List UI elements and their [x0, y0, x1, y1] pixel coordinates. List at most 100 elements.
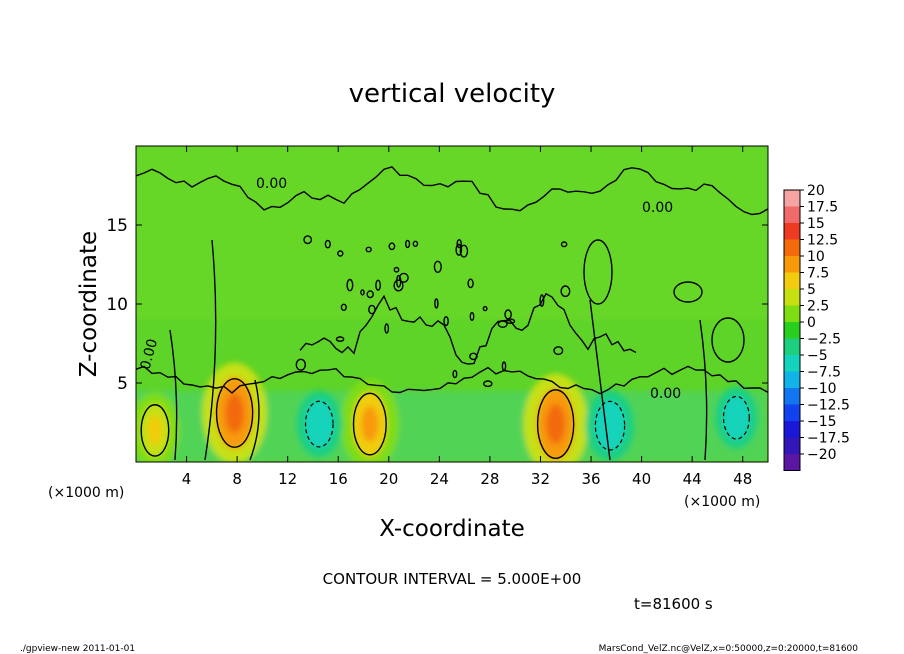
x-tick-label: 24	[430, 470, 449, 488]
footer-left: ./gpview-new 2011-01-01	[20, 644, 135, 654]
colorbar-swatch	[784, 404, 800, 421]
colorbar-label: 0	[807, 315, 816, 331]
zero-contour-blob	[560, 241, 568, 248]
colorbar-frame	[783, 189, 801, 471]
zero-contour-blob	[398, 272, 409, 283]
y-tick-label: 5	[117, 374, 128, 394]
colorbar-swatch	[784, 322, 800, 339]
colorbar-label: 15	[807, 216, 825, 232]
colorbar-swatch	[784, 305, 800, 322]
zero-contour-blob	[366, 290, 374, 299]
zero-contour-blob	[393, 279, 404, 292]
zero-contour-blob	[335, 336, 345, 342]
contour-interval: CONTOUR INTERVAL = 5.000E+00	[323, 570, 582, 588]
colorbar-swatch	[784, 289, 800, 306]
colorbar-swatch	[784, 454, 800, 471]
zero-contour-blob	[368, 304, 376, 315]
updraft-contour	[140, 404, 170, 457]
colorbar-label: 10	[807, 249, 825, 265]
zero-contour-blob	[346, 278, 354, 292]
footer-right: MarsCond_VelZ.nc@VelZ,x=0:50000,z=0:2000…	[599, 644, 859, 654]
zero-contour-blob	[324, 239, 331, 249]
zero-contour-blob	[365, 246, 372, 253]
zero-contour-line	[204, 239, 217, 461]
colorbar-swatch	[784, 388, 800, 405]
zero-contour-blob	[337, 250, 344, 257]
zero-contour-blob	[434, 298, 439, 309]
x-tick-label: 28	[480, 470, 499, 488]
colorbar-label: −20	[807, 447, 837, 463]
updraft-peak	[225, 393, 245, 433]
updraft-peak	[361, 406, 379, 442]
zero-contour-blob	[560, 285, 571, 298]
colorbar-label: −15	[807, 414, 837, 430]
chart-title: vertical velocity	[349, 79, 556, 109]
zero-contours	[136, 166, 768, 461]
x-tick-label: 4	[182, 470, 192, 488]
updraft-contour	[215, 378, 254, 448]
zero-contour-blob	[482, 380, 493, 388]
y-tick-label: 15	[106, 216, 128, 236]
zero-contour-line	[299, 292, 637, 365]
colorbar-swatch	[784, 256, 800, 273]
colorbar-swatch	[784, 190, 800, 207]
colorbar-label: −10	[807, 381, 837, 397]
updraft-contour	[536, 389, 575, 459]
x-tick-label: 16	[329, 470, 348, 488]
colorbar-swatch	[784, 338, 800, 355]
zero-contour-blob	[505, 318, 516, 325]
updraft-contour	[352, 392, 387, 456]
downdraft-core	[304, 400, 334, 449]
zero-contour-line	[169, 329, 178, 461]
downdraft-contour	[594, 400, 626, 451]
colorbar-label: 12.5	[807, 233, 838, 249]
colorbar-label: −12.5	[807, 398, 850, 414]
zero-contour-blob	[501, 361, 507, 372]
zero-contour-blob	[295, 358, 306, 371]
zero-contour-blob	[553, 346, 564, 356]
zero-contour-line	[136, 166, 768, 216]
colorbar-label: 2.5	[807, 299, 829, 315]
zero-contour-blob	[360, 289, 365, 296]
downdraft-core	[722, 395, 751, 441]
y-tick-label: 10	[106, 295, 128, 315]
x-axis: 4 8 12 16 20 24 28 32 36 40 44 48	[182, 146, 752, 488]
zero-contour-blob	[497, 320, 508, 328]
colorbar-swatch	[784, 223, 800, 240]
zero-contour-blob	[388, 242, 396, 251]
x-tick-label: 44	[683, 470, 702, 488]
x-unit-left: (×1000 m)	[48, 485, 124, 501]
convective-cells	[140, 378, 750, 459]
x-tick-label: 48	[733, 470, 752, 488]
colorbar-swatch	[784, 437, 800, 454]
downdraft-core	[594, 400, 626, 452]
y-axis: 5 10 15	[106, 216, 768, 394]
contour-label: 0.00	[256, 176, 287, 192]
colorbar-swatch	[784, 421, 800, 438]
zero-contour-blob	[452, 369, 458, 379]
x-tick-label: 36	[581, 470, 600, 488]
downdraft-contour	[304, 400, 334, 448]
contour-label: 0.00	[642, 200, 673, 216]
zero-contour-blob	[384, 323, 390, 334]
updraft-peak	[147, 415, 163, 446]
time-label: t=81600 s	[634, 595, 713, 613]
zero-contour-blob	[459, 244, 469, 258]
colorbar-label: −2.5	[807, 332, 841, 348]
zero-contour-blob	[455, 243, 463, 256]
updraft-peak	[546, 404, 566, 444]
zero-contour-line	[699, 319, 708, 461]
x-tick-label: 20	[379, 470, 398, 488]
zero-contour-blob	[456, 239, 462, 249]
colorbar-swatch	[784, 239, 800, 256]
downdraft-contour	[722, 395, 750, 440]
zero-contour-blob	[583, 239, 613, 305]
zero-contour-blob	[433, 260, 442, 273]
colorbar-label: 20	[807, 183, 825, 199]
zero-contour-blob	[539, 294, 545, 307]
y-axis-label: Z-coordinate	[76, 231, 102, 377]
zero-contour-blob	[393, 266, 400, 273]
zero-contour-blob	[711, 317, 745, 363]
zero-contour-blob	[443, 316, 449, 327]
